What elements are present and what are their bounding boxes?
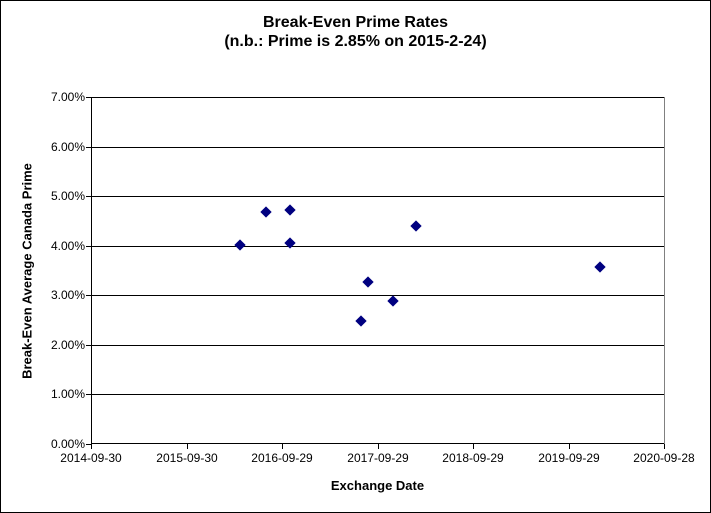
- gridline: [91, 394, 664, 395]
- x-tick-label: 2019-09-29: [538, 451, 600, 465]
- gridline: [91, 295, 664, 296]
- y-axis-tick: [86, 295, 91, 296]
- y-tick-label: 6.00%: [50, 140, 85, 154]
- y-axis-tick: [86, 97, 91, 98]
- y-tick-label: 0.00%: [50, 437, 85, 451]
- x-axis-title: Exchange Date: [330, 478, 425, 493]
- y-axis-tick: [86, 246, 91, 247]
- y-axis-tick: [86, 147, 91, 148]
- y-axis-tick: [86, 196, 91, 197]
- y-tick-label: 1.00%: [50, 387, 85, 401]
- y-axis-tick: [86, 394, 91, 395]
- x-tick-label: 2018-09-29: [442, 451, 504, 465]
- x-axis-tick: [91, 444, 92, 449]
- gridline: [91, 246, 664, 247]
- y-tick-label: 3.00%: [50, 288, 85, 302]
- x-axis-tick: [664, 444, 665, 449]
- plot-area: [91, 97, 665, 444]
- data-point-diamond: [410, 220, 422, 232]
- y-axis-tick: [86, 444, 91, 445]
- gridline: [91, 196, 664, 197]
- y-tick-label: 4.00%: [50, 239, 85, 253]
- x-tick-label: 2020-09-28: [633, 451, 695, 465]
- x-tick-label: 2016-09-29: [251, 451, 313, 465]
- chart-subtitle: (n.b.: Prime is 2.85% on 2015-2-24): [224, 33, 487, 50]
- x-axis-tick: [378, 444, 379, 449]
- y-axis-title: Break-Even Average Canada Prime: [19, 163, 35, 379]
- data-point-diamond: [355, 315, 367, 327]
- x-tick-label: 2015-09-30: [156, 451, 218, 465]
- y-axis-tick: [86, 345, 91, 346]
- y-tick-label: 7.00%: [50, 90, 85, 104]
- x-axis-line: [91, 443, 664, 444]
- data-point-diamond: [284, 204, 296, 216]
- x-axis-tick: [187, 444, 188, 449]
- gridline: [91, 345, 664, 346]
- y-axis-line: [91, 97, 92, 444]
- x-axis-tick: [473, 444, 474, 449]
- gridline: [91, 147, 664, 148]
- data-point-diamond: [594, 261, 606, 273]
- data-point-diamond: [387, 295, 399, 307]
- data-point-diamond: [362, 276, 374, 288]
- y-tick-label: 5.00%: [50, 189, 85, 203]
- data-point-diamond: [234, 239, 246, 251]
- x-axis-tick: [282, 444, 283, 449]
- x-tick-label: 2017-09-29: [347, 451, 409, 465]
- y-tick-label: 2.00%: [50, 338, 85, 352]
- data-point-diamond: [260, 206, 272, 218]
- gridline: [91, 97, 664, 98]
- chart-title: Break-Even Prime Rates: [263, 14, 448, 31]
- x-tick-label: 2014-09-30: [60, 451, 122, 465]
- x-axis-tick: [569, 444, 570, 449]
